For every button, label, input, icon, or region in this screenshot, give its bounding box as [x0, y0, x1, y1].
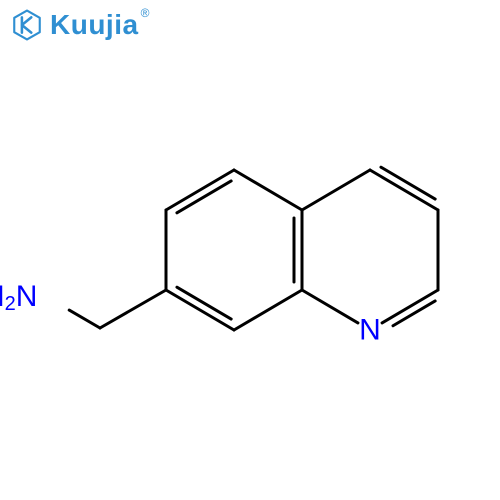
registered-icon: ®: [141, 6, 150, 20]
bond: [177, 181, 231, 213]
brand-logo-icon: [10, 8, 44, 42]
bond: [177, 287, 231, 319]
bond: [166, 170, 234, 210]
bond: [302, 290, 358, 323]
bonds-group: [69, 167, 438, 330]
letter-k-icon: [22, 17, 31, 32]
atom-labels-group: N H2N: [0, 280, 381, 347]
bond: [166, 290, 234, 330]
brand-name: Kuujia: [50, 9, 139, 41]
atom-label: N: [359, 314, 381, 347]
bond: [302, 170, 370, 210]
bond: [381, 167, 435, 199]
figure-canvas: Kuujia ® N H2N: [0, 0, 500, 500]
hexagon-icon: [14, 11, 40, 40]
bond: [234, 290, 302, 330]
chemical-structure: N H2N: [0, 0, 500, 500]
atom-label: H2N: [0, 280, 37, 316]
bond: [370, 170, 438, 210]
bond: [382, 290, 438, 323]
bond: [234, 170, 302, 210]
bond: [69, 310, 100, 328]
brand-watermark: Kuujia ®: [10, 8, 153, 42]
bond: [100, 290, 166, 328]
